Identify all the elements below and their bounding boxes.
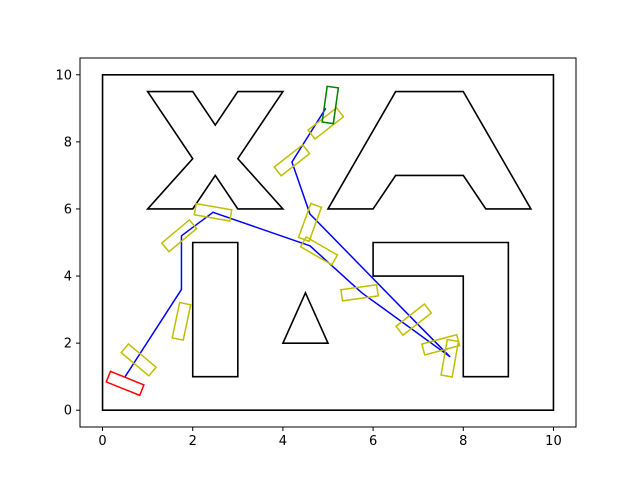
x-axis: 0 2 4 6 8 10 (98, 427, 562, 449)
intermediate-pose-10 (440, 338, 460, 378)
x-tick-label: 8 (459, 434, 467, 449)
obstacles (101, 73, 555, 412)
start-pose-0 (105, 370, 145, 397)
y-axis: 0 2 4 6 8 10 (55, 68, 80, 419)
goal-pose-13 (321, 85, 340, 125)
obstacle-boundary (101, 73, 555, 412)
obstacle-letter-x (145, 90, 285, 210)
intermediate-pose-9 (420, 333, 461, 356)
x-tick-label: 6 (369, 434, 377, 449)
robot-poses (105, 85, 461, 397)
x-tick-label: 2 (189, 434, 197, 449)
obstacle-letter-a (326, 90, 533, 210)
path-line (124, 107, 451, 378)
intermediate-pose-11 (273, 143, 311, 177)
obstacle-l-shape (372, 241, 510, 378)
intermediate-pose-4 (193, 202, 233, 222)
y-tick-label: 4 (64, 270, 72, 285)
intermediate-pose-1 (120, 342, 158, 377)
intermediate-pose-2 (171, 301, 192, 342)
y-tick-label: 6 (64, 202, 72, 217)
intermediate-pose-5 (297, 202, 323, 243)
x-tick-label: 0 (98, 434, 106, 449)
obstacle-bar (191, 241, 239, 378)
axes-frame (79, 57, 577, 428)
intermediate-pose-7 (340, 283, 380, 302)
intermediate-pose-6 (299, 235, 339, 266)
y-tick-label: 10 (55, 68, 72, 83)
y-tick-label: 0 (64, 404, 72, 419)
path (124, 107, 451, 378)
y-tick-label: 8 (64, 135, 72, 150)
y-tick-label: 2 (64, 337, 72, 352)
intermediate-pose-8 (394, 303, 433, 337)
intermediate-pose-3 (160, 218, 198, 253)
x-tick-label: 10 (545, 434, 562, 449)
x-tick-label: 4 (279, 434, 287, 449)
obstacle-triangle (281, 290, 330, 344)
